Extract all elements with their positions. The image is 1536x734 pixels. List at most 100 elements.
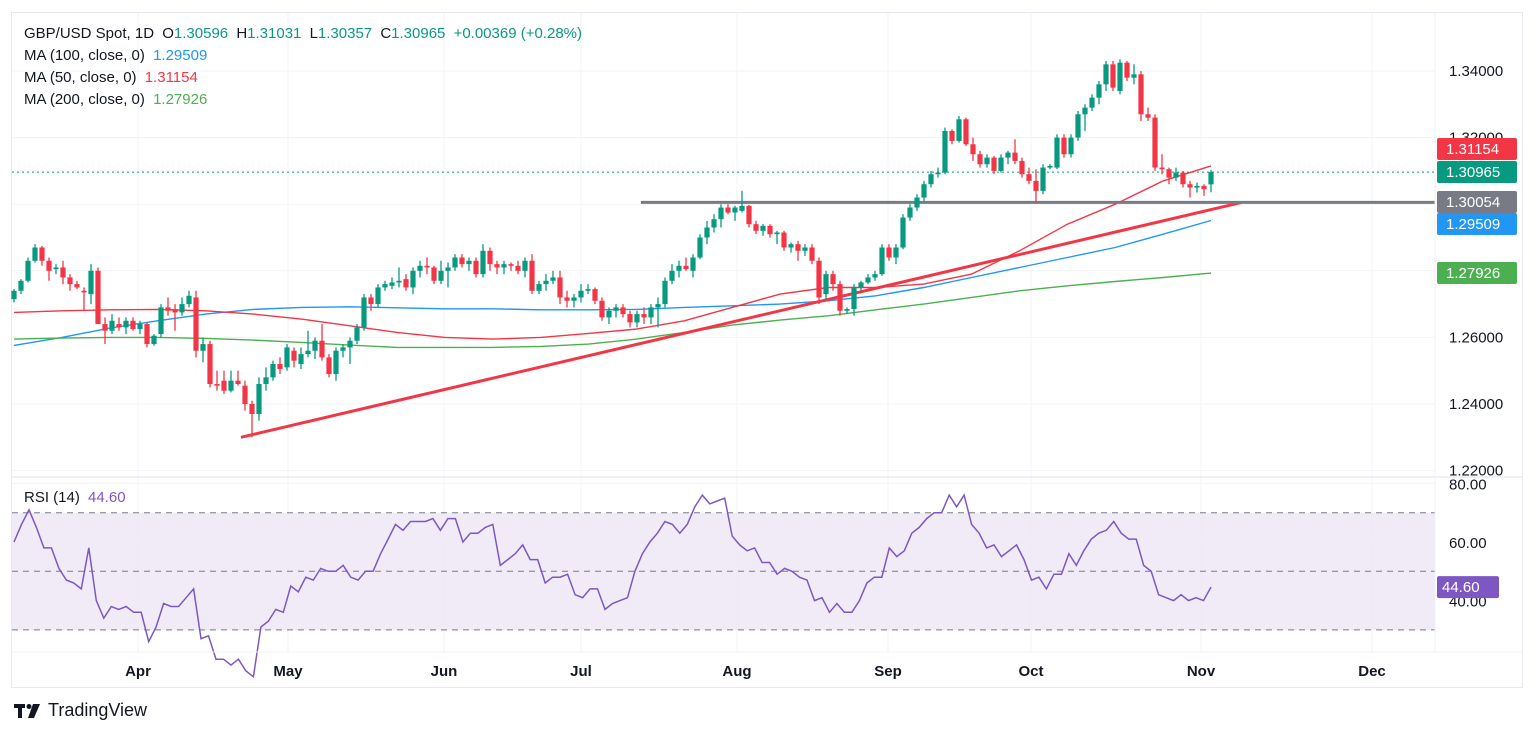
trendline[interactable] bbox=[240, 201, 1242, 439]
candle bbox=[1075, 110, 1081, 141]
price-tag-bg bbox=[1437, 161, 1517, 183]
candle-body bbox=[1159, 167, 1165, 170]
ma200-label: MA (200, close, 0) bbox=[24, 91, 145, 108]
candle-body bbox=[1019, 160, 1025, 175]
ma50-legend[interactable]: MA (50, close, 0) 1.31154 bbox=[24, 68, 202, 88]
low-value: L1.30357 bbox=[309, 25, 373, 42]
candle-body bbox=[193, 297, 199, 351]
candle bbox=[1096, 80, 1102, 105]
candle-body bbox=[151, 335, 157, 345]
candle bbox=[872, 270, 878, 281]
price-tag-text: 1.30054 bbox=[1446, 194, 1500, 211]
candle-body bbox=[340, 347, 346, 351]
candle bbox=[74, 280, 80, 290]
candle-body bbox=[998, 157, 1004, 171]
ma200-line bbox=[13, 272, 1212, 349]
candle-body bbox=[753, 224, 759, 231]
candle-body bbox=[214, 384, 220, 386]
rsi-tick-label: 60.00 bbox=[1449, 535, 1487, 552]
candle bbox=[1061, 134, 1067, 158]
candle-body bbox=[361, 297, 367, 328]
candle bbox=[326, 354, 332, 378]
candle-body bbox=[529, 260, 535, 291]
candle-body bbox=[1124, 62, 1130, 78]
open-value: O1.30596 bbox=[162, 25, 229, 42]
candle bbox=[39, 245, 45, 266]
candle-body bbox=[578, 290, 584, 298]
candle bbox=[116, 317, 122, 331]
candle-body bbox=[1173, 172, 1179, 178]
symbol-legend[interactable]: GBP/USD Spot, 1D O1.30596 H1.31031 L1.30… bbox=[24, 24, 586, 44]
candle-body bbox=[1005, 152, 1011, 158]
candle bbox=[578, 284, 584, 303]
candle bbox=[235, 370, 241, 386]
candle bbox=[221, 370, 227, 395]
candle bbox=[109, 314, 115, 335]
candle bbox=[340, 344, 346, 358]
candle bbox=[158, 304, 164, 338]
candle bbox=[690, 254, 696, 278]
candle-body bbox=[711, 219, 717, 228]
time-axis[interactable]: Apr May Jun Jul Aug Sep Oct Nov Dec bbox=[125, 663, 1386, 680]
candle bbox=[949, 129, 955, 145]
candle bbox=[200, 337, 206, 363]
candle bbox=[1201, 184, 1207, 196]
candle bbox=[410, 267, 416, 295]
candle-body bbox=[1012, 152, 1018, 161]
candle bbox=[599, 297, 605, 321]
ma200-legend[interactable]: MA (200, close, 0) 1.27926 bbox=[24, 90, 211, 110]
candle-body bbox=[816, 260, 822, 298]
candle-body bbox=[312, 340, 318, 351]
candle bbox=[1005, 150, 1011, 165]
candle bbox=[18, 279, 24, 295]
candle-body bbox=[445, 267, 451, 271]
candle bbox=[186, 290, 192, 308]
candle bbox=[942, 127, 948, 175]
price-tags: 1.31154 1.30965 1.30054 1.29509 1.27926 44.60 bbox=[1437, 138, 1517, 599]
candle bbox=[1047, 164, 1053, 170]
rsi-legend[interactable]: RSI (14) 44.60 bbox=[24, 488, 130, 508]
candle-body bbox=[1201, 185, 1207, 190]
candle-body bbox=[284, 347, 290, 368]
rsi-line bbox=[13, 493, 1212, 679]
candle bbox=[354, 324, 360, 345]
candle bbox=[270, 360, 276, 381]
candle bbox=[711, 214, 717, 233]
candle-body bbox=[501, 264, 507, 268]
candle-body bbox=[375, 287, 381, 305]
candle-body bbox=[221, 380, 227, 391]
price-tick-label: 1.34000 bbox=[1449, 63, 1503, 80]
candle-body bbox=[1040, 167, 1046, 191]
tradingview-brand[interactable]: TradingView bbox=[14, 700, 147, 721]
ma100-tag: 1.29509 bbox=[1437, 213, 1517, 235]
candle-body bbox=[473, 260, 479, 275]
candle bbox=[501, 260, 507, 275]
candle-body bbox=[1082, 107, 1088, 115]
month-label: Aug bbox=[722, 663, 751, 680]
candle-body bbox=[949, 130, 955, 141]
candle bbox=[396, 267, 402, 288]
candle-body bbox=[305, 350, 311, 355]
candle-body bbox=[326, 357, 332, 375]
candle-body bbox=[1187, 184, 1193, 188]
candle-body bbox=[690, 257, 696, 271]
candle bbox=[809, 244, 815, 265]
symbol-title: GBP/USD Spot, 1D bbox=[24, 25, 155, 42]
candle-body bbox=[935, 172, 941, 175]
candle bbox=[718, 204, 724, 228]
candle bbox=[1159, 154, 1165, 175]
ma100-label: MA (100, close, 0) bbox=[24, 47, 145, 64]
candle-body bbox=[1026, 174, 1032, 181]
candle bbox=[641, 307, 647, 325]
candle-body bbox=[641, 314, 647, 318]
candle bbox=[1138, 71, 1144, 121]
price-tag-bg bbox=[1437, 138, 1517, 160]
price-tag-text: 1.27926 bbox=[1446, 265, 1500, 282]
candle bbox=[312, 337, 318, 360]
candle bbox=[837, 280, 843, 316]
ma200-tag: 1.27926 bbox=[1437, 262, 1517, 284]
ma100-legend[interactable]: MA (100, close, 0) 1.29509 bbox=[24, 46, 211, 66]
candle bbox=[998, 154, 1004, 173]
